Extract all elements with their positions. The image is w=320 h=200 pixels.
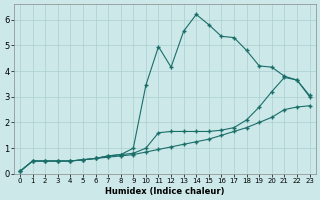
X-axis label: Humidex (Indice chaleur): Humidex (Indice chaleur) <box>105 187 225 196</box>
